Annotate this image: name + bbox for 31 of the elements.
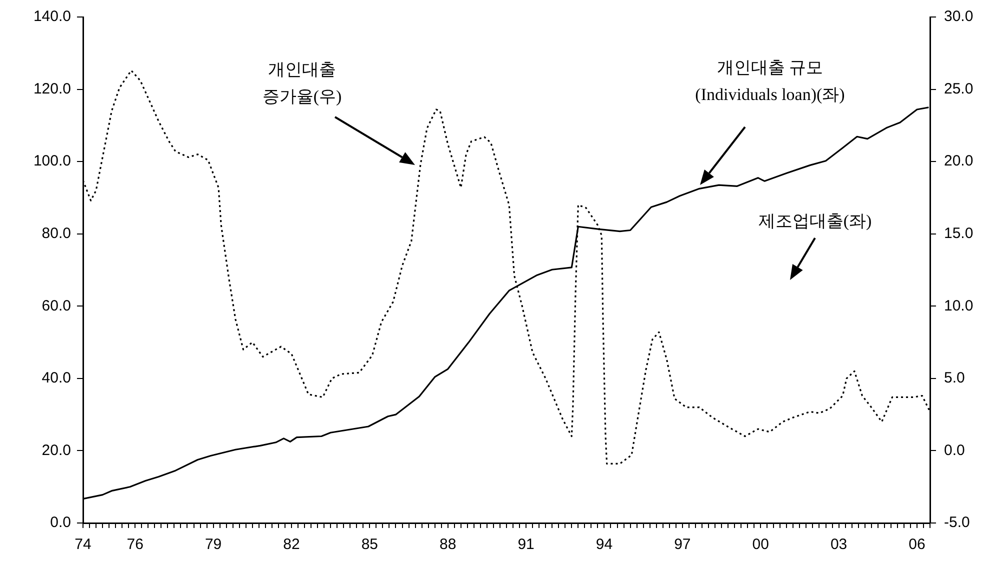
annotation: 제조업대출(좌)	[758, 211, 872, 230]
y-tick-label: 20.0	[42, 442, 71, 459]
annotation: 개인대출 규모 (Individuals loan)(좌)	[695, 58, 845, 104]
x-tick-label: 79	[204, 536, 222, 554]
y2-tick-label: -5.0	[944, 514, 970, 532]
x-tick-label: 76	[126, 536, 144, 554]
x-tick-label: 94	[596, 536, 613, 554]
x-tick-label: 82	[283, 536, 300, 554]
y-tick-label: 40.0	[42, 370, 71, 387]
y-tick-label: 80.0	[42, 225, 71, 242]
x-tick-label: 03	[830, 536, 848, 554]
y2-tick-label: 20.0	[944, 152, 974, 170]
y2-tick-label: 15.0	[944, 225, 974, 242]
x-tick-label: 06	[908, 536, 926, 554]
y-tick-label: 100.0	[33, 152, 71, 170]
y2-tick-label: 25.0	[944, 80, 974, 98]
x-tick-label: 85	[361, 536, 378, 554]
y-tick-label: 120.0	[33, 80, 71, 98]
x-tick-label: 00	[752, 536, 769, 554]
y2-tick-label: 30.0	[944, 8, 974, 26]
y-tick-label: 140.0	[33, 8, 71, 26]
y2-tick-label: 0.0	[944, 442, 965, 459]
y-tick-label: 60.0	[42, 297, 71, 314]
x-tick-label: 88	[440, 536, 456, 554]
x-tick-label: 91	[518, 536, 534, 554]
annotation: 개인대출 증가율(우)	[262, 60, 342, 106]
y2-tick-label: 10.0	[944, 297, 974, 314]
y-tick-label: 0.0	[50, 514, 71, 532]
x-tick-label: 97	[674, 536, 691, 554]
x-tick-label: 74	[74, 536, 92, 554]
y2-tick-label: 5.0	[944, 370, 965, 387]
